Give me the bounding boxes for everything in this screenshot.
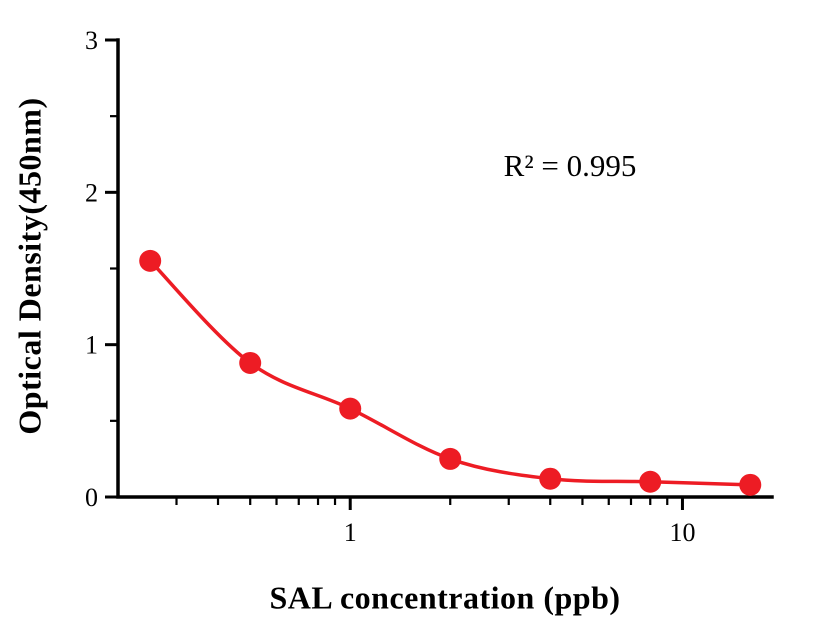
y-axis-title: Optical Density(450nm) xyxy=(11,97,48,435)
x-axis-title: SAL concentration (ppb) xyxy=(269,579,621,616)
x-tick-label: 10 xyxy=(669,518,695,547)
r-squared-annotation: R² = 0.995 xyxy=(503,148,637,183)
data-point xyxy=(639,470,662,493)
data-point xyxy=(339,397,362,420)
data-point xyxy=(139,249,162,272)
data-point xyxy=(539,467,562,490)
y-tick-label: 1 xyxy=(85,331,98,360)
data-point xyxy=(439,447,462,470)
y-tick-label: 3 xyxy=(85,26,98,55)
y-tick-label: 0 xyxy=(85,483,98,512)
axis-lines xyxy=(116,38,774,499)
data-point xyxy=(739,473,762,496)
y-tick-label: 2 xyxy=(85,178,98,207)
x-tick-label: 1 xyxy=(344,518,357,547)
data-point xyxy=(239,351,262,374)
